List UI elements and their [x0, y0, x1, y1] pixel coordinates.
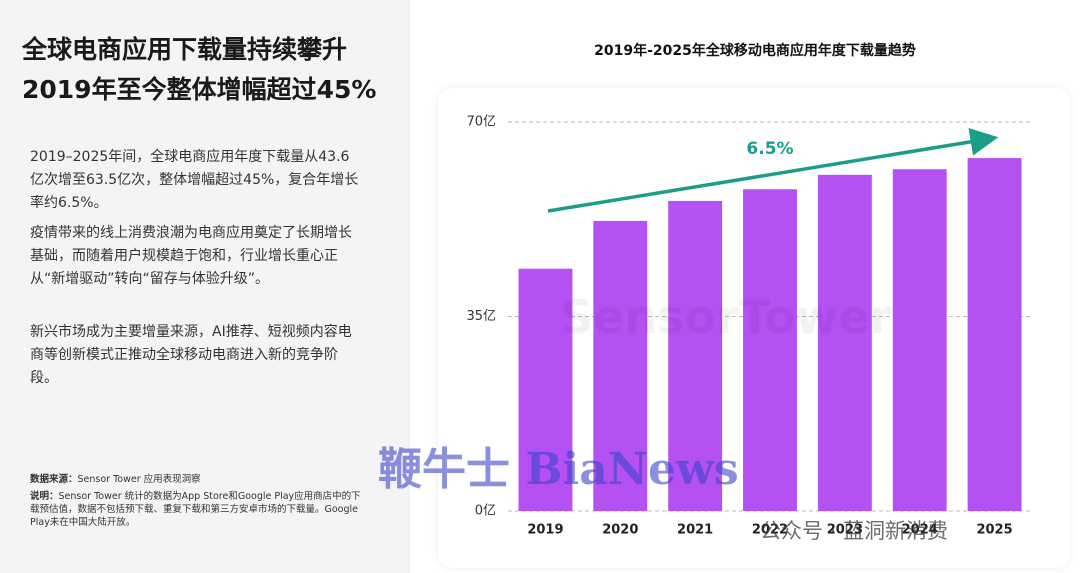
bar	[518, 268, 573, 511]
source-text: Sensor Tower 应用表现洞察	[77, 474, 201, 485]
bar	[593, 220, 648, 511]
note-label: 说明：	[30, 491, 59, 502]
source-label: 数据来源：	[30, 474, 78, 485]
bar	[892, 169, 947, 511]
x-tick-label: 2022	[752, 523, 788, 538]
x-tick-label: 2019	[527, 523, 563, 538]
paragraph: 新兴市场成为主要增量来源，AI推荐、短视频内容电商等创新模式正推动全球移动电商进…	[30, 324, 352, 386]
bar	[817, 174, 872, 512]
source: 数据来源：Sensor Tower 应用表现洞察	[30, 473, 370, 486]
y-tick-label: 0亿	[475, 504, 496, 519]
x-tick-label: 2021	[677, 523, 713, 538]
note: 说明：Sensor Tower 统计的数据为App Store和Google P…	[30, 490, 370, 529]
y-tick-label: 70亿	[466, 115, 496, 130]
paragraph: 2019–2025年间，全球电商应用年度下载量从43.6亿次增至63.5亿次，整…	[30, 149, 359, 211]
x-tick-label: 2025	[976, 523, 1012, 538]
headline: 2019年至今整体增幅超过45%	[22, 75, 377, 104]
chart-title: 2019年-2025年全球移动电商应用年度下载量趋势	[594, 42, 916, 59]
text-panel: 全球电商应用下载量持续攀升 2019年至今整体增幅超过45% 2019–2025…	[0, 0, 410, 573]
paragraph: 疫情带来的线上消费浪潮为电商应用奠定了长期增长基础，而随着用户规模趋于饱和，行业…	[30, 225, 352, 287]
headline: 全球电商应用下载量持续攀升	[22, 35, 348, 64]
x-tick-label: 2024	[902, 523, 938, 538]
x-tick-label: 2020	[602, 523, 638, 538]
note-text: Sensor Tower 统计的数据为App Store和Google Play…	[30, 491, 361, 528]
bar	[743, 189, 797, 511]
trend-arrow	[547, 128, 999, 213]
x-tick-label: 2023	[827, 523, 863, 538]
bar	[668, 200, 723, 511]
annotation: 6.5%	[746, 139, 793, 159]
y-tick-label: 35亿	[466, 309, 496, 324]
bar	[967, 158, 1022, 511]
